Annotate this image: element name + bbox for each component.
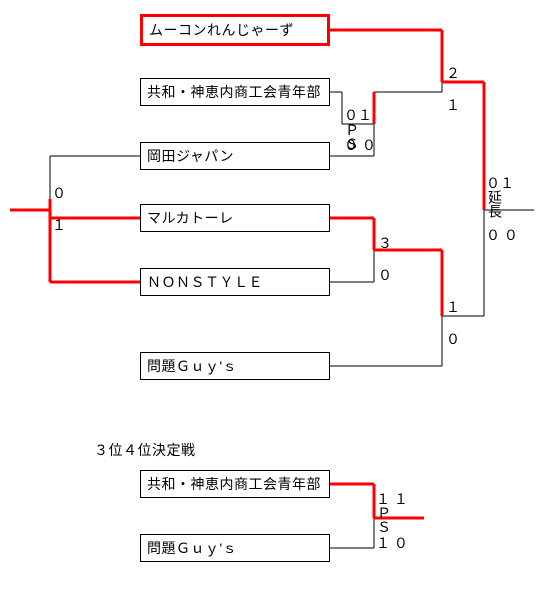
team-label: 岡田ジャパン (147, 146, 234, 166)
score-cons-top: １ １ (376, 492, 408, 506)
team-moocon: ムーコンれんじゃーず (140, 14, 330, 46)
team-kyowa-kametani: 共和・神恵内商工会青年部 (140, 78, 330, 106)
cons-team-kyowa: 共和・神恵内商工会青年部 (140, 470, 330, 498)
team-label: ムーコンれんじゃーず (149, 20, 294, 40)
score-left-top: ０ (52, 186, 66, 200)
bracket-stage: ムーコンれんじゃーず 共和・神恵内商工会青年部 岡田ジャパン マルカトーレ ＮＯ… (0, 0, 542, 600)
cons-team-mondai-guys: 問題Ｇｕｙ'ｓ (140, 534, 330, 562)
score-final-mid: 延長 (488, 190, 502, 218)
team-label: 共和・神恵内商工会青年部 (147, 474, 321, 494)
team-mondai-guys: 問題Ｇｕｙ'ｓ (140, 352, 330, 380)
score-left-bot: １ (52, 218, 66, 232)
team-marcatore: マルカトーレ (140, 204, 330, 232)
score-sf-bot-b: ０ (446, 332, 460, 346)
score-cons-bot: １ ０ (376, 536, 408, 550)
third-place-heading: ３位４位決定戦 (94, 440, 196, 460)
score-sf-bot-t: １ (446, 300, 460, 314)
team-label: ＮＯＮＳＴＹＬＥ (147, 272, 263, 292)
score-m45-bot: ０ (378, 268, 392, 282)
score-m23-top: ０１ (344, 108, 372, 122)
team-label: 共和・神恵内商工会青年部 (147, 82, 321, 102)
score-final-bot: ０ ０ (486, 228, 518, 242)
score-sf-top-t: ２ (446, 66, 460, 80)
team-nonstyle: ＮＯＮＳＴＹＬＥ (140, 268, 330, 296)
team-label: 問題Ｇｕｙ'ｓ (147, 356, 237, 376)
score-m23-bot: ０ ０ (344, 138, 376, 152)
score-final-top: ０１ (486, 176, 514, 190)
team-label: 問題Ｇｕｙ'ｓ (147, 538, 237, 558)
team-okada-japan: 岡田ジャパン (140, 142, 330, 170)
score-cons-mid: ＰＳ (377, 506, 391, 534)
score-m45-top: ３ (378, 236, 392, 250)
score-sf-top-b: １ (446, 98, 460, 112)
team-label: マルカトーレ (147, 208, 234, 228)
